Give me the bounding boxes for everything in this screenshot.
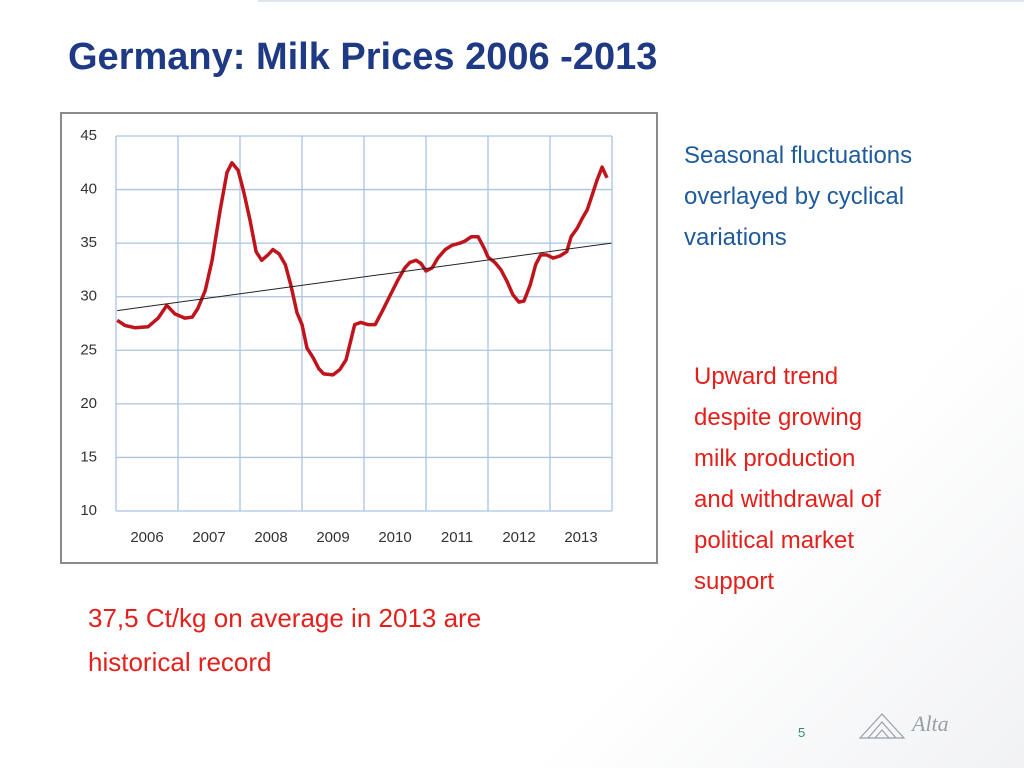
annotation-line: 37,5 Ct/kg on average in 2013 are	[88, 603, 482, 633]
series-line	[116, 161, 609, 377]
page-number: 5	[798, 725, 806, 740]
annotation-red: Upward trend despite growing milk producti…	[694, 356, 881, 602]
annotation-line: variations	[684, 224, 787, 251]
x-tick-label: 2011	[441, 529, 473, 546]
annotation-line: historical record	[88, 647, 272, 677]
logo-icon	[858, 713, 906, 739]
y-tick-label: 35	[80, 234, 97, 251]
annotation-line: milk production	[694, 445, 856, 472]
annotation-line: overlayed by cyclical	[684, 183, 905, 210]
y-tick-label: 25	[80, 341, 97, 358]
annotation-line: Seasonal fluctuations	[684, 142, 913, 169]
annotation-line: and withdrawal of	[694, 486, 881, 513]
x-tick-label: 2008	[254, 529, 287, 546]
y-tick-label: 10	[80, 502, 97, 519]
x-tick-label: 2006	[130, 529, 163, 546]
y-tick-label: 20	[80, 395, 97, 412]
x-tick-label: 2012	[502, 529, 535, 546]
y-tick-label: 45	[80, 127, 97, 144]
x-tick-label: 2009	[316, 529, 349, 546]
slide-title: Germany: Milk Prices 2006 -2013	[68, 36, 658, 78]
annotation-line: political market	[694, 527, 855, 554]
x-tick-label: 2007	[192, 529, 225, 546]
annotation-bottom: 37,5 Ct/kg on average in 2013 are histori…	[88, 596, 481, 684]
chart-frame	[60, 112, 658, 564]
x-tick-label: 2013	[564, 529, 597, 546]
y-tick-label: 40	[80, 181, 97, 198]
annotation-blue: Seasonal fluctuations overlayed by cyclic…	[684, 135, 912, 258]
logo-text: Alta	[910, 711, 949, 736]
series-line	[117, 242, 612, 312]
x-tick-label: 2010	[378, 529, 411, 546]
annotation-line: despite growing	[694, 404, 863, 431]
annotation-line: support	[694, 568, 775, 595]
y-tick-label: 15	[80, 448, 97, 465]
annotation-line: Upward trend	[694, 363, 839, 390]
y-tick-label: 30	[80, 288, 97, 305]
